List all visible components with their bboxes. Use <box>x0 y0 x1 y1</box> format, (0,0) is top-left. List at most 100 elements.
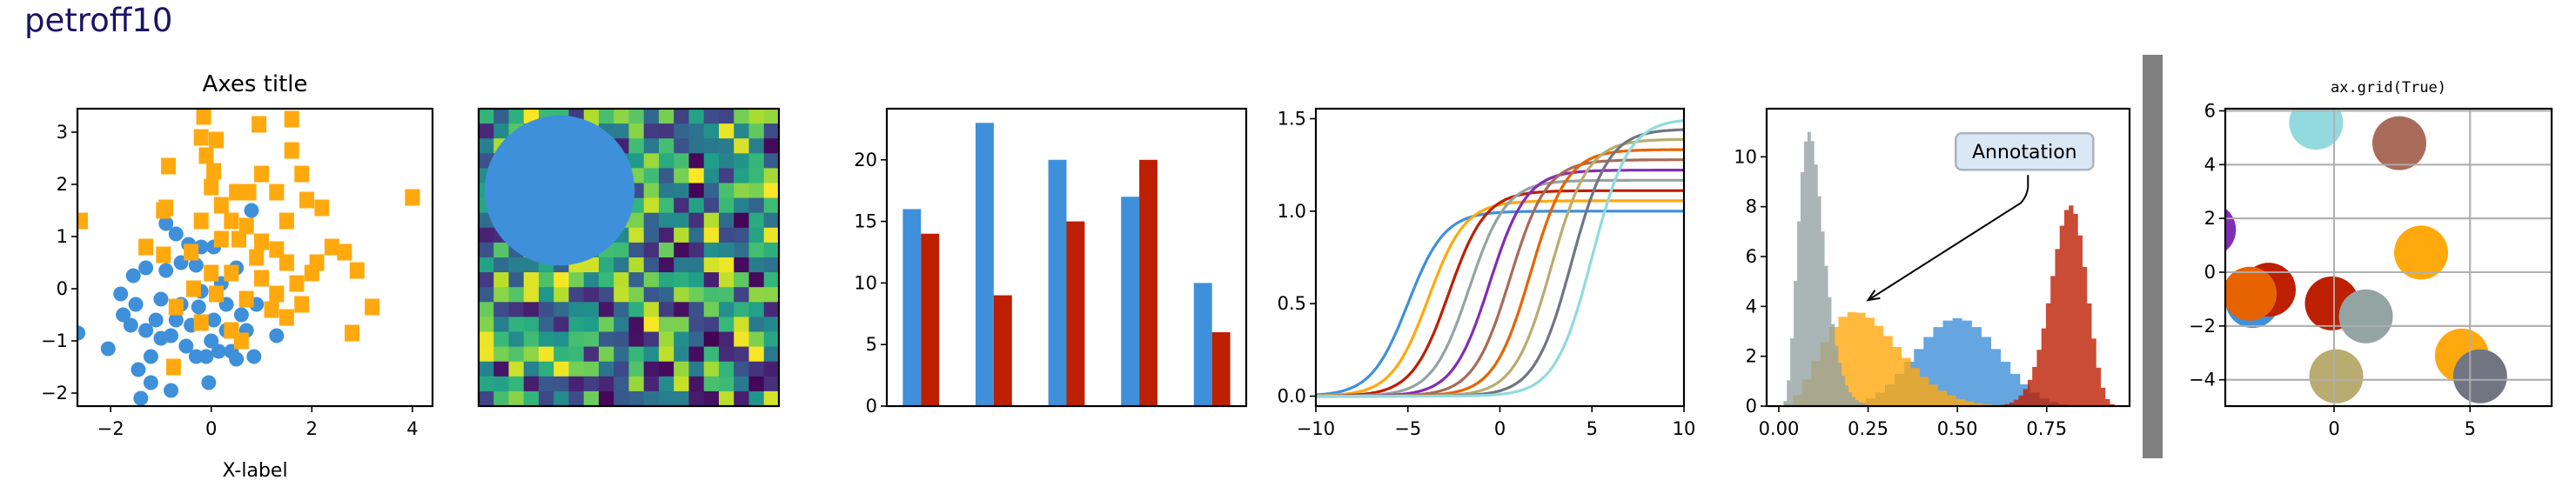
scatter-point-square <box>289 275 305 292</box>
heatmap-cell <box>599 287 614 303</box>
heatmap-cell <box>553 272 570 288</box>
scatter-point-circle <box>125 268 141 284</box>
heatmap-cell <box>734 242 750 258</box>
heatmap-cell <box>674 376 690 392</box>
scatter-point-square <box>165 358 181 376</box>
heatmap-cell <box>614 302 630 317</box>
x-tick-label: 0.75 <box>2026 418 2067 439</box>
heatmap-cell <box>614 317 630 333</box>
heatmap-cell <box>734 376 750 392</box>
plot-area-0 <box>77 109 420 406</box>
heatmap-cell <box>508 287 525 303</box>
heatmap-cell <box>688 212 705 229</box>
bar <box>1193 283 1212 406</box>
heatmap-cell <box>719 361 735 377</box>
heatmap-cell <box>479 242 494 258</box>
axes-frame <box>885 107 1248 408</box>
heatmap-cell <box>688 390 705 406</box>
scatter-point-square <box>204 264 219 282</box>
heatmap-cell <box>703 317 720 333</box>
heatmap-cell <box>628 138 645 154</box>
heatmap-cell <box>748 123 765 139</box>
scatter-point-square <box>193 314 209 331</box>
x-tick-label: 5 <box>1587 418 1598 439</box>
y-tick-label: −1 <box>41 330 68 351</box>
scatter-point-circle <box>113 286 129 302</box>
heatmap-cell <box>493 390 510 406</box>
heatmap-cell <box>734 331 750 348</box>
scatter-point-square <box>184 244 199 261</box>
scatter-point <box>2338 289 2393 344</box>
heatmap-cell <box>479 109 494 124</box>
heatmap-cell <box>748 287 765 303</box>
heatmap-cell <box>748 317 765 333</box>
bar <box>1211 332 1231 406</box>
heatmap-cell <box>659 123 674 139</box>
scatter-point-circle <box>211 344 226 359</box>
heatmap-cell <box>674 242 690 258</box>
y-tick-label: 15 <box>854 211 877 232</box>
scatter-point-square <box>204 178 219 196</box>
heatmap-cell <box>674 317 690 333</box>
heatmap-cell <box>688 123 705 139</box>
scatter-point-square <box>206 163 222 180</box>
heatmap-cell <box>748 138 765 154</box>
heatmap-cell <box>523 302 540 317</box>
heatmap-cell <box>493 376 510 392</box>
heatmap-cell <box>614 376 630 392</box>
scatter-point <box>2309 349 2364 404</box>
scatter-point-square <box>224 264 239 282</box>
heatmap-cell <box>703 183 720 199</box>
x-tick-label: 0.00 <box>1759 418 1800 439</box>
scatter-point-circle <box>138 323 154 338</box>
heatmap-cell <box>643 153 660 169</box>
scatter-point-circle <box>128 297 144 312</box>
heatmap-cell <box>493 257 510 273</box>
heatmap-cell <box>643 197 660 214</box>
series-line <box>1316 199 1684 397</box>
scatter-point-circle <box>148 312 164 328</box>
heatmap-cell <box>688 272 705 288</box>
heatmap-cell <box>628 109 645 124</box>
heatmap-cell <box>508 361 525 377</box>
heatmap-cell <box>719 376 735 392</box>
heatmap-cell <box>734 183 750 199</box>
heatmap-cell <box>719 302 735 317</box>
annotation-box <box>1955 131 2095 171</box>
heatmap-cell <box>523 390 540 406</box>
y-tick-label: −2 <box>2189 316 2216 337</box>
heatmap-cell <box>719 183 735 199</box>
heatmap-cell <box>763 287 779 303</box>
heatmap-cell <box>748 109 765 124</box>
heatmap-cell <box>614 361 630 377</box>
scatter-point-square <box>138 238 154 256</box>
histogram <box>2000 205 2115 406</box>
panel-separator <box>2143 55 2163 458</box>
heatmap-cell <box>659 183 674 199</box>
scatter-point-square <box>314 199 330 217</box>
scatter-point-square <box>249 249 265 266</box>
plot-area-2 <box>902 123 1231 406</box>
scatter-point-square <box>209 131 225 149</box>
heatmap-cell <box>523 361 540 377</box>
scatter-point-circle <box>153 330 169 346</box>
heatmap-cell <box>568 390 585 406</box>
x-tick-label: 10 <box>1673 418 1696 439</box>
scatter-point-square <box>345 324 360 342</box>
x-axis-label: X-label <box>222 460 287 482</box>
scatter-point-square <box>269 241 285 258</box>
bar <box>902 209 922 406</box>
heatmap-cell <box>734 272 750 288</box>
scatter-point-circle <box>77 325 86 341</box>
x-tick-label: 0 <box>1494 418 1506 439</box>
series-line <box>1316 148 1684 398</box>
heatmap-cell <box>659 153 674 169</box>
figure-title: petroff10 <box>24 2 173 39</box>
scatter-point-square <box>193 129 209 146</box>
scatter-point-square <box>168 298 184 316</box>
heatmap-cell <box>508 376 525 392</box>
heatmap-cell <box>719 346 735 363</box>
heatmap-cell <box>674 183 690 199</box>
scatter-point-circle <box>116 307 131 323</box>
heatmap-cell <box>628 331 645 348</box>
